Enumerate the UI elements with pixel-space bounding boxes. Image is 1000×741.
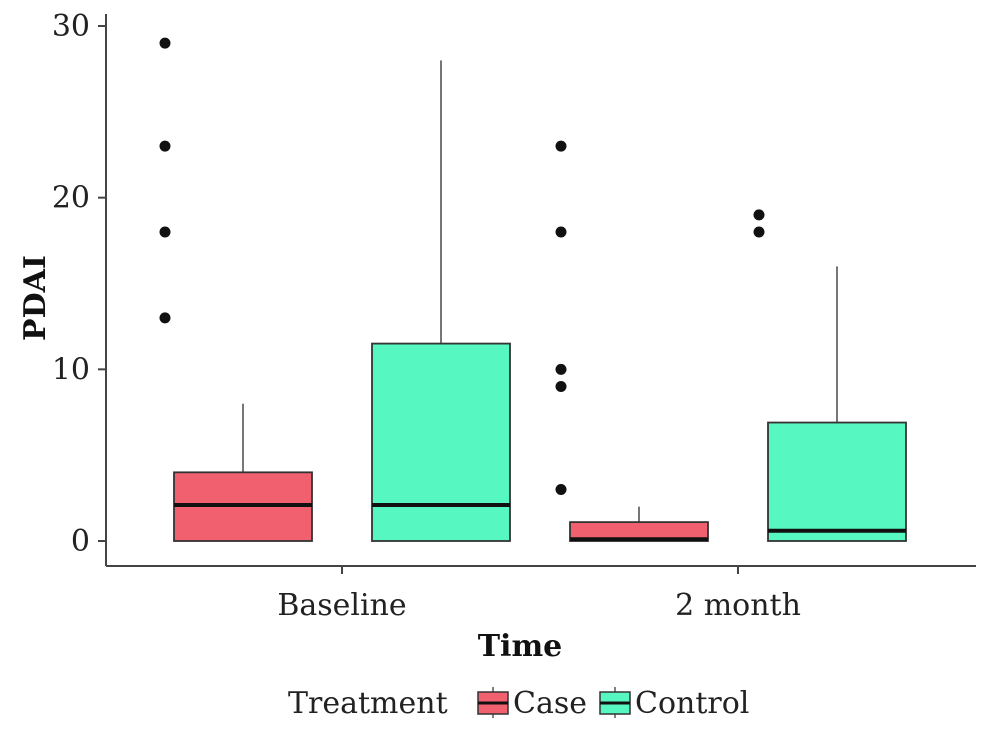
legend-title: Treatment bbox=[288, 686, 448, 721]
legend-key-control bbox=[599, 687, 631, 718]
x-axis-title: Time bbox=[478, 629, 563, 664]
outlier-point bbox=[159, 140, 171, 152]
y-axis-title: PDAI bbox=[18, 255, 53, 341]
outlier-point bbox=[555, 226, 567, 238]
legend-entry-label: Case bbox=[513, 686, 587, 721]
y-tick-label: 30 bbox=[52, 9, 90, 44]
legend-key-case bbox=[477, 687, 509, 718]
x-tick-label: 2 month bbox=[675, 588, 801, 623]
plot-area bbox=[159, 37, 907, 542]
x-tick-label: Baseline bbox=[277, 588, 406, 623]
outlier-point bbox=[159, 37, 171, 49]
box-case-1 bbox=[555, 140, 709, 542]
iqr-box bbox=[371, 342, 511, 542]
outlier-point bbox=[555, 484, 567, 495]
y-tick-label: 20 bbox=[52, 181, 90, 216]
legend-entry-label: Control bbox=[635, 686, 749, 721]
outlier-point bbox=[555, 140, 567, 152]
axes: 0 10 20 30 Baseline 2 month bbox=[52, 9, 976, 623]
outlier-point bbox=[159, 226, 171, 238]
outlier-point bbox=[555, 363, 567, 375]
iqr-box bbox=[767, 421, 907, 542]
legend: Treatment Case Control bbox=[288, 686, 749, 721]
outlier-point bbox=[555, 381, 567, 392]
y-tick-label: 10 bbox=[52, 352, 90, 387]
box-case-0 bbox=[159, 37, 313, 542]
outlier-point bbox=[753, 226, 765, 238]
outlier-point bbox=[753, 209, 765, 221]
box-control-1 bbox=[753, 209, 907, 542]
box-control-0 bbox=[371, 60, 511, 542]
y-tick-label: 0 bbox=[71, 524, 90, 559]
outlier-point bbox=[159, 312, 171, 324]
